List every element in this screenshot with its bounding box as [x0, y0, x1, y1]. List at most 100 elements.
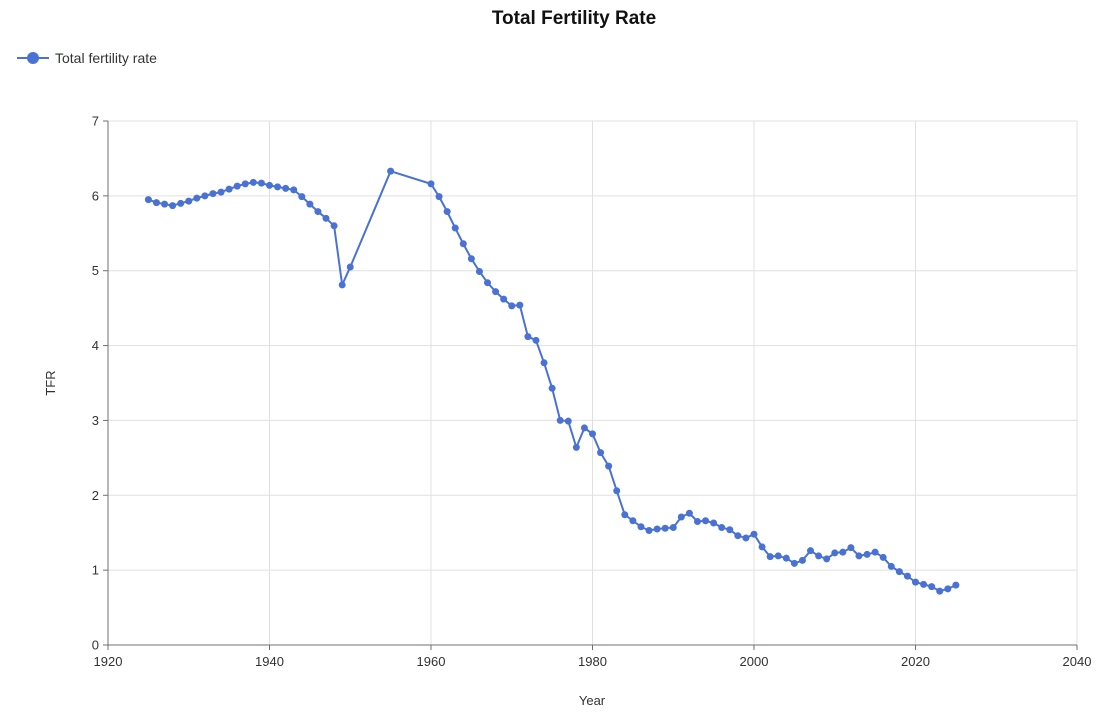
data-point[interactable] — [548, 384, 556, 392]
data-point[interactable] — [879, 553, 887, 561]
data-point[interactable] — [492, 288, 500, 296]
data-point[interactable] — [185, 197, 193, 205]
data-point[interactable] — [758, 543, 766, 551]
data-point[interactable] — [855, 552, 863, 560]
data-point[interactable] — [621, 511, 629, 519]
data-point[interactable] — [895, 568, 903, 576]
data-point[interactable] — [863, 550, 871, 558]
data-point[interactable] — [475, 267, 483, 275]
data-point[interactable] — [710, 519, 718, 527]
data-point[interactable] — [597, 449, 605, 457]
data-point[interactable] — [952, 581, 960, 589]
data-point[interactable] — [451, 224, 459, 232]
data-point[interactable] — [669, 523, 677, 531]
data-point[interactable] — [225, 185, 233, 193]
data-point[interactable] — [847, 544, 855, 552]
data-point[interactable] — [459, 240, 467, 248]
data-point[interactable] — [734, 532, 742, 540]
data-point[interactable] — [718, 523, 726, 531]
data-point[interactable] — [298, 193, 306, 201]
data-point[interactable] — [702, 517, 710, 525]
data-point[interactable] — [903, 572, 911, 580]
data-point[interactable] — [201, 192, 209, 200]
data-point[interactable] — [532, 336, 540, 344]
data-point[interactable] — [387, 167, 395, 175]
data-point[interactable] — [249, 178, 257, 186]
data-point[interactable] — [661, 524, 669, 532]
data-point[interactable] — [839, 548, 847, 556]
data-point[interactable] — [782, 554, 790, 562]
data-point[interactable] — [928, 583, 936, 591]
data-point[interactable] — [564, 417, 572, 425]
data-point[interactable] — [427, 180, 435, 188]
data-point[interactable] — [645, 526, 653, 534]
data-point[interactable] — [815, 552, 823, 560]
data-point[interactable] — [572, 443, 580, 451]
data-point[interactable] — [209, 190, 217, 198]
axes: 0 1 2 3 4 5 6 7 1920 1940 1960 1980 2000 2020 2040 — [92, 114, 1092, 670]
data-point[interactable] — [161, 200, 169, 208]
data-point[interactable] — [726, 526, 734, 534]
data-point[interactable] — [742, 534, 750, 542]
data-point[interactable] — [653, 525, 661, 533]
data-point[interactable] — [605, 462, 613, 470]
data-point[interactable] — [508, 302, 516, 310]
data-point[interactable] — [798, 556, 806, 564]
data-point[interactable] — [314, 208, 322, 216]
data-point[interactable] — [177, 199, 185, 207]
data-point[interactable] — [887, 562, 895, 570]
data-point[interactable] — [484, 279, 492, 287]
data-point[interactable] — [193, 194, 201, 202]
data-point[interactable] — [306, 200, 314, 208]
data-point[interactable] — [920, 580, 928, 588]
x-tick-label: 1980 — [578, 654, 607, 669]
data-point[interactable] — [790, 559, 798, 567]
data-point[interactable] — [443, 208, 451, 216]
data-point[interactable] — [871, 548, 879, 556]
data-point[interactable] — [807, 547, 815, 555]
data-point[interactable] — [831, 549, 839, 557]
data-point[interactable] — [144, 196, 152, 204]
data-point[interactable] — [330, 222, 338, 230]
data-point[interactable] — [944, 585, 952, 593]
data-point[interactable] — [936, 587, 944, 595]
data-point[interactable] — [257, 179, 265, 187]
data-point[interactable] — [241, 180, 249, 188]
data-point[interactable] — [613, 487, 621, 495]
data-point[interactable] — [290, 186, 298, 194]
data-point[interactable] — [774, 552, 782, 560]
data-point[interactable] — [274, 183, 282, 191]
data-point[interactable] — [467, 255, 475, 263]
data-point[interactable] — [750, 530, 758, 538]
data-point[interactable] — [266, 181, 273, 189]
data-point[interactable] — [217, 188, 225, 196]
data-point[interactable] — [629, 517, 637, 525]
data-point[interactable] — [524, 333, 532, 341]
data-point[interactable] — [823, 555, 831, 563]
data-point[interactable] — [677, 513, 685, 521]
data-point[interactable] — [169, 202, 177, 210]
data-point[interactable] — [540, 359, 548, 367]
data-point[interactable] — [693, 517, 701, 525]
legend[interactable]: Total fertility rate — [17, 50, 157, 66]
data-point[interactable] — [338, 281, 346, 289]
y-tick-label: 0 — [92, 638, 99, 653]
data-point[interactable] — [685, 509, 693, 517]
data-point[interactable] — [233, 182, 241, 190]
data-point[interactable] — [435, 193, 443, 201]
data-point[interactable] — [322, 214, 330, 222]
data-point[interactable] — [637, 523, 645, 531]
data-point[interactable] — [556, 416, 564, 424]
data-point[interactable] — [766, 553, 774, 561]
x-tick-label: 1940 — [255, 654, 284, 669]
data-point[interactable] — [580, 424, 588, 432]
data-point[interactable] — [346, 263, 354, 271]
data-point[interactable] — [589, 430, 596, 438]
data-point[interactable] — [500, 295, 508, 303]
data-point[interactable] — [912, 578, 919, 586]
data-point[interactable] — [282, 184, 290, 192]
data-point[interactable] — [516, 301, 524, 309]
data-point[interactable] — [152, 199, 160, 207]
